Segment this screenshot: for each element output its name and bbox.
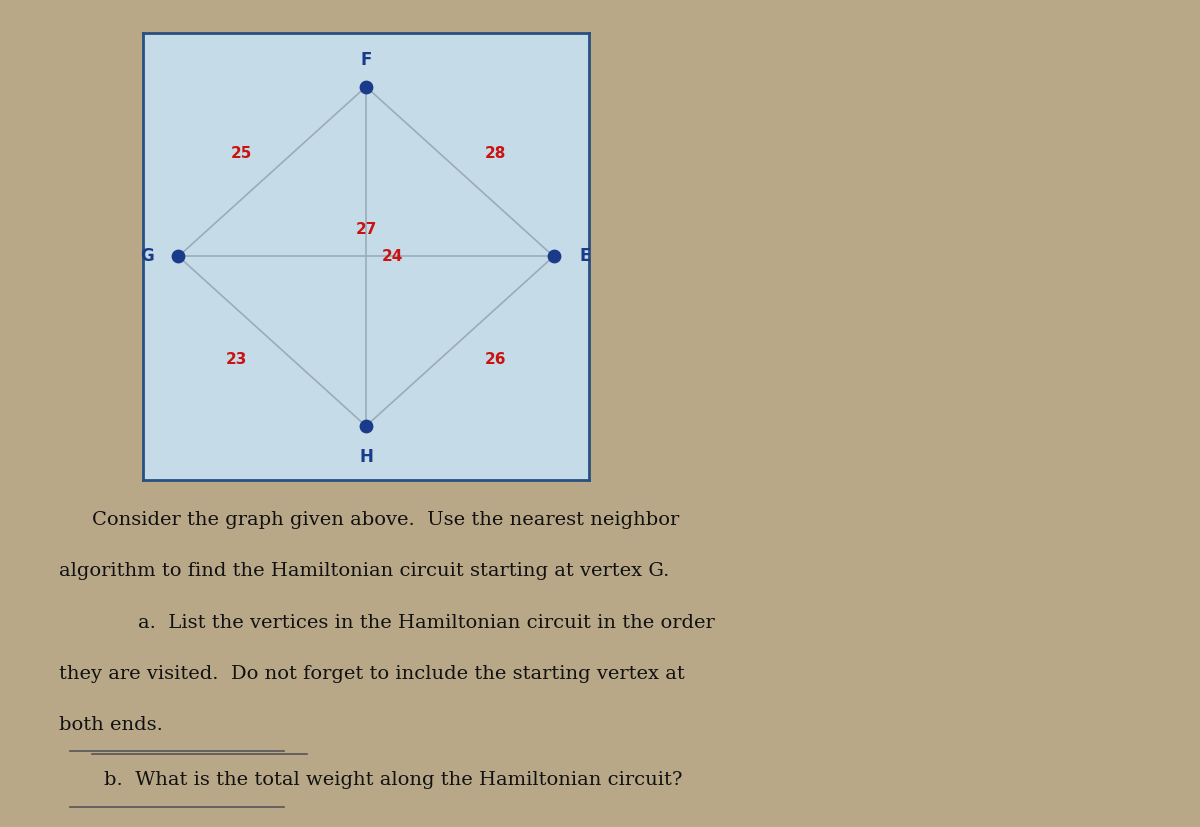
Text: 28: 28	[485, 146, 506, 161]
Point	[356, 419, 376, 433]
Text: F: F	[360, 51, 372, 69]
Point	[544, 250, 563, 263]
Text: algorithm to find the Hamiltonian circuit starting at vertex G.: algorithm to find the Hamiltonian circui…	[59, 562, 668, 581]
Text: 25: 25	[230, 146, 252, 161]
Text: G: G	[140, 247, 154, 265]
Text: b.  What is the total weight along the Hamiltonian circuit?: b. What is the total weight along the Ha…	[103, 771, 682, 789]
Text: both ends.: both ends.	[59, 716, 162, 734]
Text: Consider the graph given above.  Use the nearest neighbor: Consider the graph given above. Use the …	[92, 511, 679, 529]
Text: they are visited.  Do not forget to include the starting vertex at: they are visited. Do not forget to inclu…	[59, 665, 684, 683]
Text: E: E	[580, 247, 590, 265]
Text: H: H	[359, 448, 373, 466]
Text: 27: 27	[355, 222, 377, 237]
Text: a.  List the vertices in the Hamiltonian circuit in the order: a. List the vertices in the Hamiltonian …	[138, 614, 714, 632]
Point	[169, 250, 188, 263]
Text: 26: 26	[485, 351, 506, 366]
Text: 23: 23	[226, 351, 247, 366]
Point	[356, 80, 376, 93]
Text: 24: 24	[382, 249, 403, 264]
